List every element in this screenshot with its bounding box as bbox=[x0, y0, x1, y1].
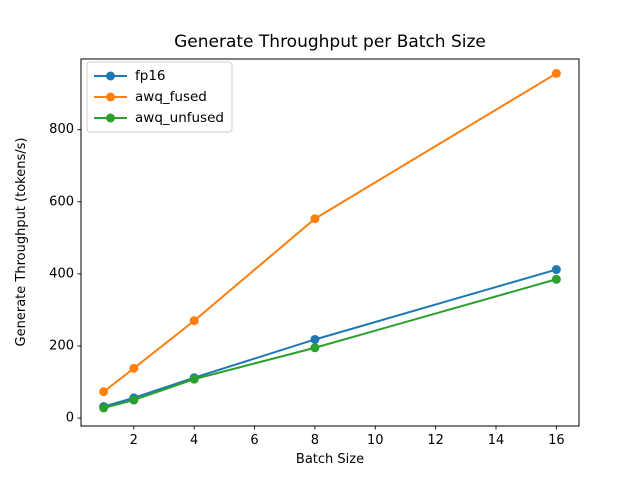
series-marker-awq_fused bbox=[129, 363, 139, 373]
series-marker-awq_unfused bbox=[310, 343, 320, 353]
x-tick-label: 4 bbox=[190, 433, 198, 448]
legend: fp16 awq_fused awq_unfused bbox=[86, 61, 233, 133]
x-axis-ticks: 2 4 6 8 10 12 14 16 bbox=[130, 426, 565, 448]
series-lines bbox=[99, 68, 561, 413]
x-tick-label: 14 bbox=[488, 433, 505, 448]
series-marker-awq_fused bbox=[99, 387, 109, 397]
y-axis-ticks: 0 200 400 600 800 bbox=[49, 122, 81, 426]
y-axis-label: Generate Throughput (tokens/s) bbox=[14, 138, 29, 347]
series-marker-awq_unfused bbox=[99, 403, 109, 413]
legend-label: awq_unfused bbox=[135, 110, 224, 126]
chart-title: Generate Throughput per Batch Size bbox=[174, 32, 486, 52]
series-marker-awq_unfused bbox=[129, 395, 139, 405]
series-line-awq_unfused bbox=[103, 278, 557, 409]
x-tick-label: 2 bbox=[130, 433, 138, 448]
series-marker-awq_unfused bbox=[189, 374, 199, 384]
legend-label: awq_fused bbox=[135, 89, 207, 105]
series-marker-fp16 bbox=[310, 334, 320, 344]
x-tick-label: 10 bbox=[367, 433, 384, 448]
x-tick-label: 16 bbox=[548, 433, 565, 448]
x-tick-label: 6 bbox=[250, 433, 258, 448]
y-tick-label: 400 bbox=[49, 266, 74, 281]
x-axis-label: Batch Size bbox=[296, 452, 364, 467]
y-tick-label: 0 bbox=[66, 411, 74, 426]
series-marker-fp16 bbox=[551, 265, 561, 275]
plot-frame bbox=[80, 58, 580, 427]
y-tick-label: 600 bbox=[49, 194, 74, 209]
legend-box bbox=[86, 61, 233, 133]
legend-marker bbox=[106, 71, 115, 81]
series-marker-awq_fused bbox=[551, 68, 561, 78]
y-tick-label: 200 bbox=[49, 338, 74, 353]
legend-marker bbox=[106, 92, 115, 102]
series-marker-awq_unfused bbox=[551, 274, 561, 284]
series-marker-awq_fused bbox=[189, 316, 199, 326]
x-tick-label: 8 bbox=[311, 433, 319, 448]
x-tick-label: 12 bbox=[427, 433, 444, 448]
legend-marker bbox=[106, 113, 115, 123]
legend-label: fp16 bbox=[135, 68, 166, 84]
series-marker-awq_fused bbox=[310, 214, 320, 224]
y-tick-label: 800 bbox=[49, 122, 74, 137]
